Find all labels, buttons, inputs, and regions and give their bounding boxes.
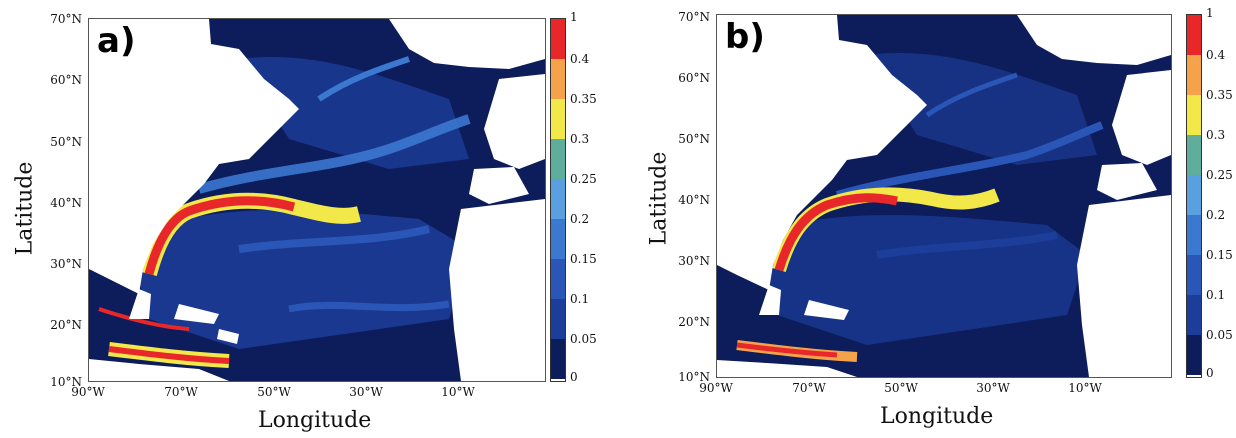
y-axis-label: Latitude [12, 161, 38, 256]
cb-label-1: 1 [570, 10, 578, 24]
lat-tick-10: 10°N [50, 375, 82, 389]
cb-label-0: 0 [1206, 366, 1214, 380]
lon-tick-90: 90°W [71, 385, 105, 399]
lon-tick-10: 10°W [441, 385, 475, 399]
cb-swatch-4 [1187, 135, 1201, 175]
lon-tick-30: 30°W [349, 385, 383, 399]
cb-swatch-6 [551, 219, 565, 259]
cb-label-005: 0.05 [570, 332, 597, 346]
cb-swatch-4 [551, 139, 565, 179]
panel-a: Latitude 70°N 60°N 50°N 40°N 30°N 20°N 1… [12, 10, 597, 433]
lat-tick-50: 50°N [50, 135, 82, 149]
cb-swatch-3 [551, 99, 565, 139]
map-plot-a: a) [88, 18, 546, 382]
cb-swatch-2 [1187, 55, 1201, 95]
lat-tick-10: 10°N [678, 370, 710, 384]
colorbar-b [1186, 14, 1202, 378]
x-axis-label: Longitude [258, 408, 372, 433]
cb-swatch-5 [1187, 175, 1201, 215]
panel-b: Latitude 70°N 60°N 50°N 40°N 30°N 20°N 1… [618, 0, 1236, 438]
lat-tick-60: 60°N [678, 71, 710, 85]
map-plot-b: b) [716, 14, 1172, 378]
ocean-field-b [717, 15, 1171, 377]
cb-swatch-1 [551, 19, 565, 59]
lat-tick-40: 40°N [50, 196, 82, 210]
panel-tag-b: b) [725, 17, 765, 57]
lon-tick-70: 70°W [792, 381, 826, 395]
cb-label-01: 0.1 [1206, 288, 1226, 302]
cb-label-035: 0.35 [570, 92, 597, 106]
cb-label-1: 1 [1206, 6, 1214, 20]
lon-tick-10: 10°W [1068, 381, 1102, 395]
cb-swatch-5 [551, 179, 565, 219]
lon-tick-30: 30°W [976, 381, 1010, 395]
cb-label-025: 0.25 [570, 172, 597, 186]
lat-tick-60: 60°N [50, 73, 82, 87]
cb-swatch-2 [551, 59, 565, 99]
lon-tick-70: 70°W [164, 385, 198, 399]
lat-tick-20: 20°N [678, 315, 710, 329]
cb-swatch-1 [1187, 15, 1201, 55]
cb-label-03: 0.3 [570, 132, 590, 146]
cb-swatch-7 [1187, 255, 1201, 295]
lon-tick-50: 50°W [257, 385, 291, 399]
cb-label-03: 0.3 [1206, 128, 1226, 142]
cb-label-01: 0.1 [570, 292, 590, 306]
lat-tick-30: 30°N [678, 254, 710, 268]
cb-swatch-9 [1187, 335, 1201, 375]
lat-tick-70: 70°N [678, 10, 710, 24]
cb-label-02: 0.2 [1206, 208, 1226, 222]
lon-tick-50: 50°W [884, 381, 918, 395]
cb-label-015: 0.15 [570, 252, 597, 266]
lat-tick-70: 70°N [50, 12, 82, 26]
ocean-field-a [89, 19, 545, 381]
lat-tick-50: 50°N [678, 132, 710, 146]
cb-swatch-8 [1187, 295, 1201, 335]
cb-swatch-3 [1187, 95, 1201, 135]
cb-swatch-6 [1187, 215, 1201, 255]
cb-label-015: 0.15 [1206, 248, 1233, 262]
colorbar-a [550, 18, 566, 382]
cb-label-0: 0 [570, 370, 578, 384]
cb-label-025: 0.25 [1206, 168, 1233, 182]
cb-swatch-9 [551, 339, 565, 379]
cb-label-04: 0.4 [570, 52, 590, 66]
panel-tag-a: a) [97, 21, 136, 61]
cb-label-035: 0.35 [1206, 88, 1233, 102]
cb-swatch-7 [551, 259, 565, 299]
cb-label-04: 0.4 [1206, 48, 1226, 62]
lat-tick-20: 20°N [50, 318, 82, 332]
cb-label-005: 0.05 [1206, 328, 1233, 342]
cb-label-02: 0.2 [570, 212, 590, 226]
x-axis-label: Longitude [880, 404, 994, 429]
cb-swatch-8 [551, 299, 565, 339]
lon-tick-90: 90°W [699, 381, 733, 395]
lat-tick-30: 30°N [50, 257, 82, 271]
lat-tick-40: 40°N [678, 193, 710, 207]
